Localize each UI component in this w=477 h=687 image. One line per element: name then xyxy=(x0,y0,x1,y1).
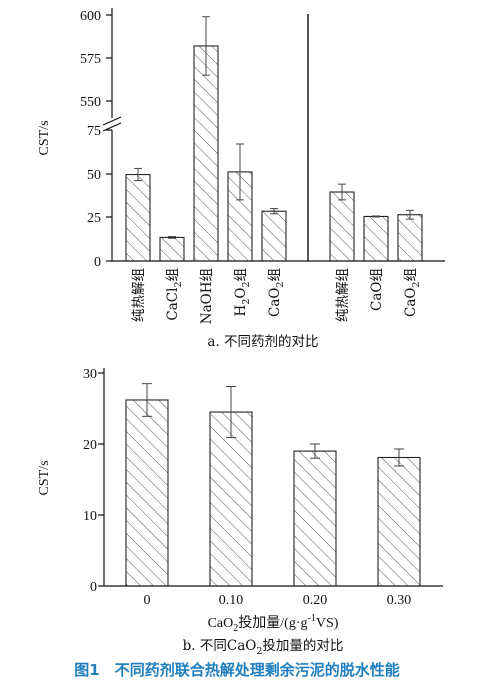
panel-b-bars xyxy=(125,383,421,587)
panel-a-bar xyxy=(329,191,355,262)
panel-b-x-tick-0.20: 0.20 xyxy=(303,593,328,608)
panel-b-y-tick-10: 10 xyxy=(83,509,97,524)
panel-a-y-tick-575: 575 xyxy=(80,52,101,67)
panel-a-y-ticks xyxy=(106,14,112,262)
panel-b-chart: 0 10 20 30 CST/s 0 0.10 0.20 0.30 CaO2投加… xyxy=(37,367,443,657)
panel-a-bars xyxy=(125,16,423,262)
panel-a-bar xyxy=(261,210,287,262)
panel-b-y-tick-0: 0 xyxy=(90,580,97,595)
panel-a-bar xyxy=(397,214,423,262)
panel-a-cat-pure-pyrolysis-1: 纯热解组 xyxy=(131,268,147,322)
panel-b-y-ticks xyxy=(98,372,104,587)
panel-b-bar xyxy=(125,399,169,587)
panel-b-x-tick-0.10: 0.10 xyxy=(219,593,244,608)
panel-b-bar xyxy=(209,411,253,587)
panel-b-x-tick-0.30: 0.30 xyxy=(387,593,412,608)
panel-a-y-tick-0: 0 xyxy=(94,255,101,270)
panel-a-bar xyxy=(125,173,151,262)
panel-a-y-tick-labels: 600 575 550 75 50 25 0 xyxy=(80,9,101,270)
panel-a-cat-h2o2: H2O2组 xyxy=(233,268,252,316)
panel-a-y-axis-label: CST/s xyxy=(37,120,52,155)
panel-a-cat-cacl2: CaCl2组 xyxy=(165,268,184,321)
panel-b-x-tick-labels: 0 0.10 0.20 0.30 xyxy=(144,593,412,608)
panel-b-y-tick-labels: 0 10 20 30 xyxy=(83,367,97,595)
panel-a-axis-break xyxy=(102,116,122,132)
panel-b-bar xyxy=(293,450,337,587)
panel-b-y-tick-30: 30 xyxy=(83,367,97,382)
panel-a-caption: a. 不同药剂的对比 xyxy=(207,334,318,350)
panel-b-y-tick-20: 20 xyxy=(83,438,97,453)
panel-a-y-tick-75: 75 xyxy=(87,124,101,139)
figure-caption: 图1 不同药剂联合热解处理剩余污泥的脱水性能 xyxy=(74,661,399,679)
panel-a-y-tick-550: 550 xyxy=(80,95,101,110)
panel-b-bar xyxy=(377,456,421,587)
panel-a-cat-pure-pyrolysis-2: 纯热解组 xyxy=(335,268,351,322)
panel-a-bar xyxy=(193,45,219,262)
panel-a-cat-cao2-2: CaO2组 xyxy=(403,268,422,317)
panel-b-caption: b. 不同CaO2投加量的对比 xyxy=(183,638,344,657)
panel-a-y-tick-50: 50 xyxy=(87,168,101,183)
panel-a-category-labels: 纯热解组 CaCl2组 NaOH组 H2O2组 CaO2组 纯热解组 CaO组 … xyxy=(131,268,422,324)
panel-a-y-tick-25: 25 xyxy=(87,211,101,226)
panel-b-x-tick-0: 0 xyxy=(144,593,151,608)
panel-a-cat-cao2-1: CaO2组 xyxy=(267,268,286,317)
panel-b-x-axis-label: CaO2投加量/(g·g-1VS) xyxy=(208,613,339,634)
panel-a-bar xyxy=(159,236,185,262)
panel-a-cat-naoh: NaOH组 xyxy=(199,268,215,324)
panel-b-y-axis-label: CST/s xyxy=(37,460,52,495)
panel-a-chart: 600 575 550 75 50 25 0 CST/s 纯热解组 CaCl2组… xyxy=(37,8,445,350)
panel-a-y-tick-600: 600 xyxy=(80,9,101,24)
panel-a-bar xyxy=(363,215,389,262)
panel-a-cat-cao: CaO组 xyxy=(369,268,385,311)
